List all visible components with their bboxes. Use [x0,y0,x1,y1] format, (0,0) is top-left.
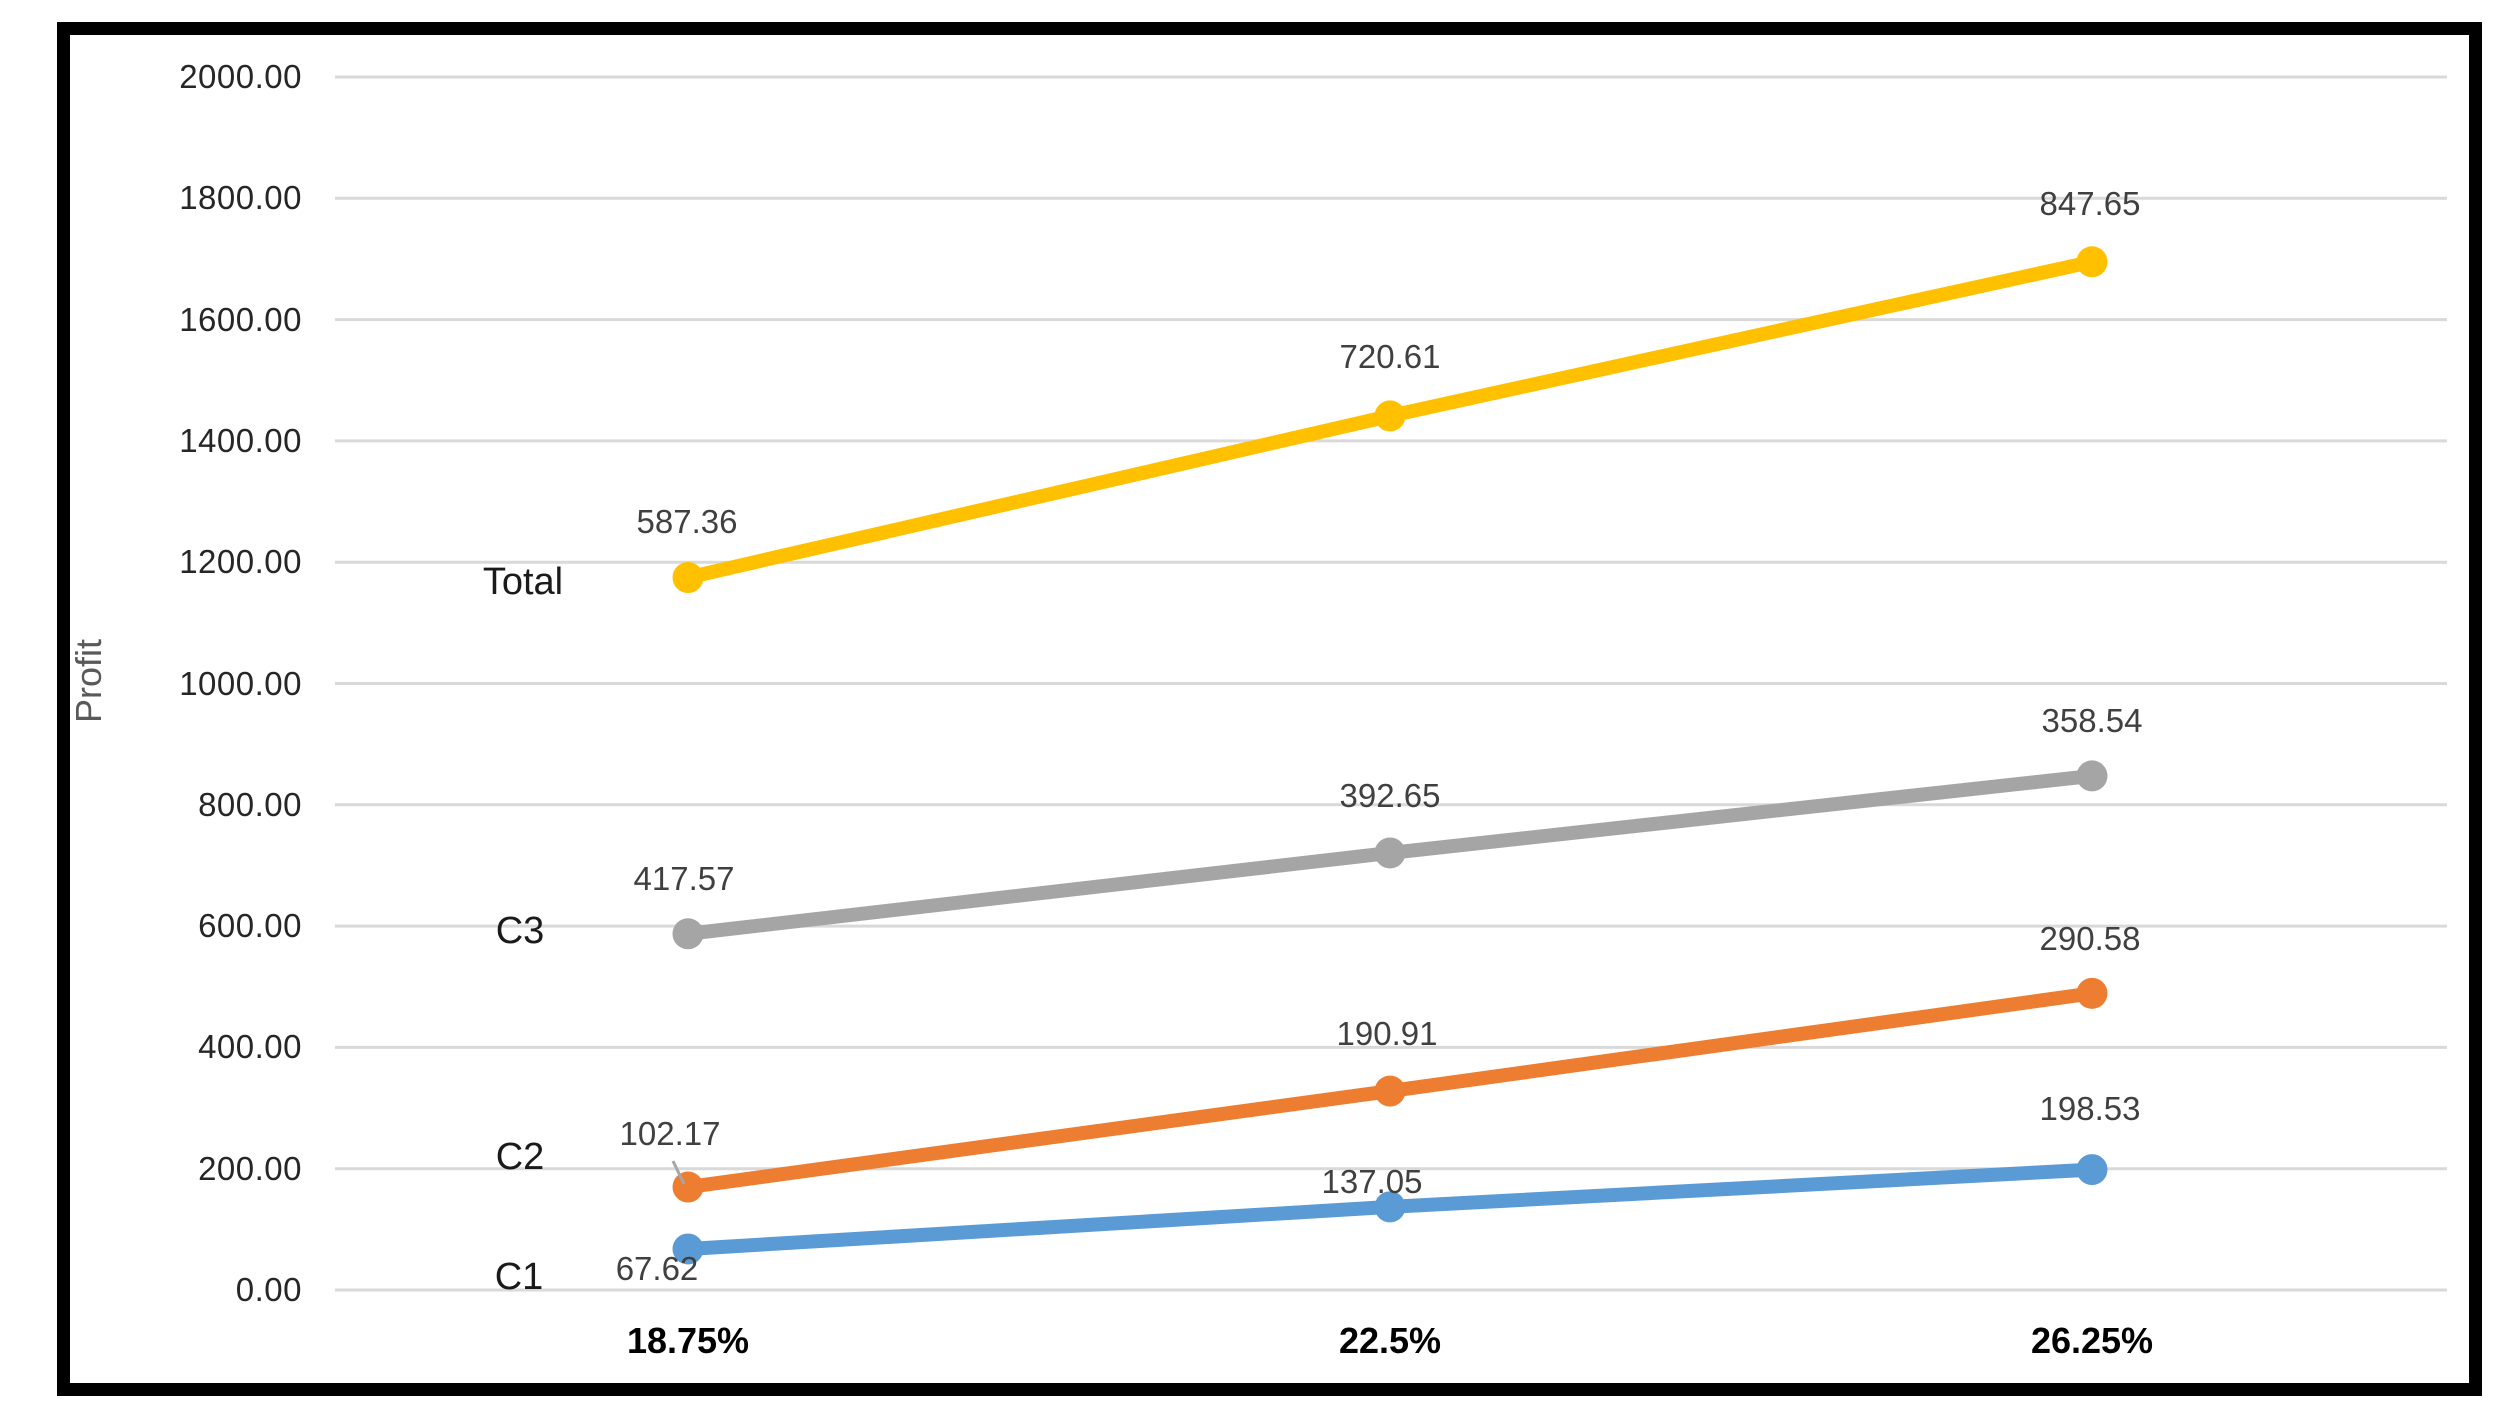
data-point-marker-c2 [1374,1075,1406,1107]
series-name-label-total: Total [482,561,564,603]
y-axis-tick-label: 800.00 [198,786,302,823]
data-point-marker-total [2076,246,2108,278]
y-axis-tick-label: 2000.00 [179,58,302,95]
data-point-marker-c1 [672,1233,704,1265]
data-label-c2: 190.91 [1336,1015,1438,1053]
y-axis-tick-label: 1200.00 [179,543,302,580]
y-axis-tick-label: 0.00 [235,1271,302,1308]
data-label-c1: 67.62 [615,1249,699,1287]
data-label-c2: 290.58 [2039,920,2141,958]
data-point-marker-c1 [1374,1191,1406,1223]
data-point-marker-c2 [672,1171,704,1203]
data-label-leader-line [671,1160,686,1185]
series-name-label-c1: C1 [494,1256,544,1298]
data-label-c3: 358.54 [2041,701,2143,739]
data-point-marker-total [1374,400,1406,432]
x-axis-tick-label: 18.75% [626,1320,750,1361]
data-point-marker-c3 [1374,837,1406,869]
data-point-marker-c3 [2076,760,2108,792]
data-label-c3: 392.65 [1339,776,1441,814]
data-label-total: 720.61 [1339,337,1441,375]
y-axis-tick-label: 1400.00 [179,422,302,459]
data-label-total: 847.65 [2039,184,2141,222]
series-name-label-c2: C2 [495,1136,545,1178]
data-label-c1: 137.05 [1321,1162,1423,1200]
y-axis-tick-label: 200.00 [198,1150,302,1187]
x-axis-tick-label: 26.25% [2030,1320,2154,1361]
x-axis-tick-label: 22.5% [1338,1320,1442,1361]
y-axis-tick-label: 1600.00 [179,301,302,338]
leader-lines-group [671,1160,686,1185]
data-label-c1: 198.53 [2039,1089,2141,1127]
chart-frame-border [57,22,2482,1396]
y-axis-tick-label: 1800.00 [179,179,302,216]
data-label-c3: 417.57 [633,859,735,897]
y-axis-tick-label: 1000.00 [179,665,302,702]
data-point-marker-total [672,562,704,594]
data-point-marker-c2 [2076,977,2108,1009]
data-label-total: 587.36 [636,502,738,540]
gridlines-group [335,75,2447,1292]
data-label-c2: 102.17 [619,1115,721,1153]
series-name-label-c3: C3 [495,910,545,952]
y-axis-tick-label: 600.00 [198,907,302,944]
data-point-marker-c3 [672,918,704,950]
y-axis-tick-label: 400.00 [198,1028,302,1065]
data-point-marker-c1 [2076,1154,2108,1186]
